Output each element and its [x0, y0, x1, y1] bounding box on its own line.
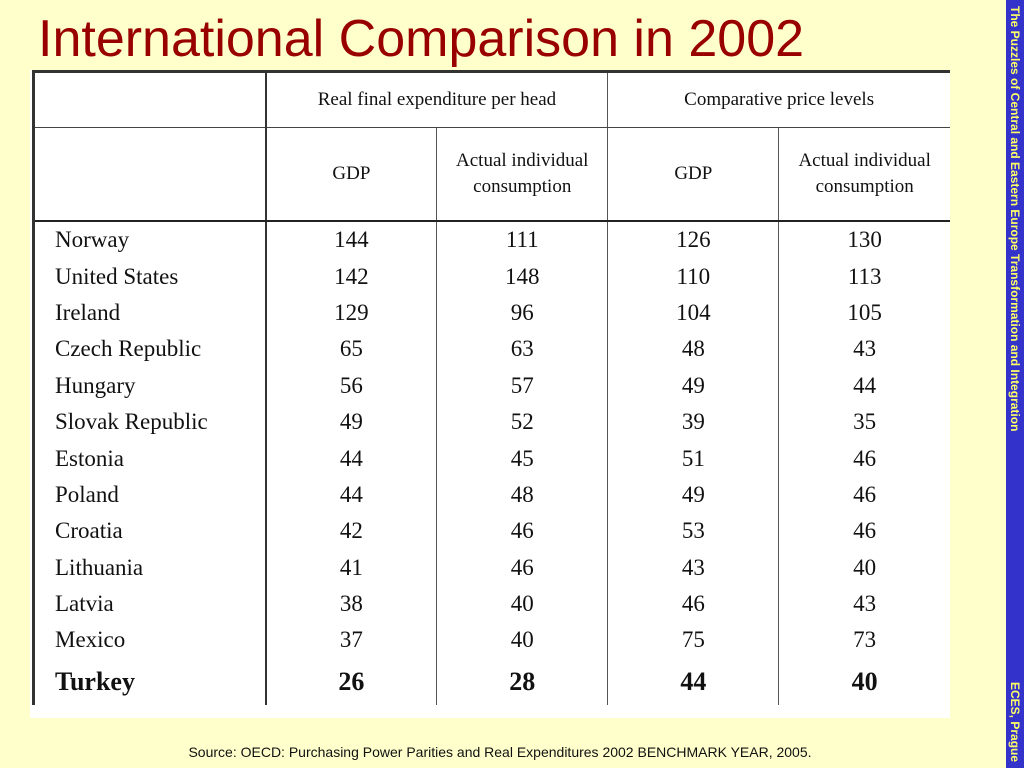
subheader-aic-real: Actual individual consumption: [436, 127, 608, 222]
value-gdp-price: 44: [607, 658, 779, 705]
value-gdp-real: 49: [264, 403, 437, 441]
table-row: Slovak Republic 49 52 39 35: [31, 403, 950, 441]
value-gdp-price: 75: [607, 622, 779, 659]
country-name: Slovak Republic: [31, 403, 266, 441]
value-aic-price: 40: [778, 658, 950, 705]
value-aic-real: 28: [436, 658, 608, 705]
value-aic-real: 46: [436, 549, 608, 586]
value-aic-price: 46: [778, 513, 950, 550]
country-name: Hungary: [31, 367, 266, 404]
sidebar-institution: ECES, Prague: [1008, 681, 1022, 762]
value-gdp-price: 53: [607, 513, 779, 550]
value-aic-price: 73: [778, 622, 950, 659]
country-name: Croatia: [31, 513, 266, 550]
subheader-aic-price: Actual individual consumption: [778, 127, 950, 222]
country-name: Estonia: [31, 440, 266, 477]
value-aic-real: 63: [436, 331, 608, 368]
comparison-table: Real final expenditure per head Comparat…: [31, 70, 950, 705]
value-aic-price: 130: [778, 221, 950, 259]
subheader-gdp-price: GDP: [607, 127, 779, 222]
value-gdp-real: 44: [264, 440, 437, 477]
table-row: Estonia 44 45 51 46: [31, 440, 950, 477]
country-name: Ireland: [31, 294, 266, 332]
value-aic-real: 40: [436, 622, 608, 659]
country-name: Lithuania: [31, 549, 266, 586]
source-note: Source: OECD: Purchasing Power Parities …: [188, 744, 812, 760]
value-aic-price: 113: [778, 258, 950, 295]
value-aic-real: 45: [436, 440, 608, 477]
country-name: Latvia: [31, 585, 266, 623]
sidebar-text: The Puzzles of Central and Eastern Europ…: [1006, 0, 1024, 768]
value-gdp-real: 42: [264, 513, 437, 550]
sidebar-course-title: The Puzzles of Central and Eastern Europ…: [1008, 6, 1022, 432]
table-row: Poland 44 48 49 46: [31, 476, 950, 514]
value-aic-price: 46: [778, 476, 950, 514]
header-price-levels: Comparative price levels: [607, 70, 950, 128]
value-gdp-price: 49: [607, 367, 779, 404]
country-name: Norway: [31, 221, 266, 259]
value-aic-real: 40: [436, 585, 608, 623]
value-gdp-real: 26: [264, 658, 437, 705]
value-gdp-price: 43: [607, 549, 779, 586]
value-aic-price: 46: [778, 440, 950, 477]
value-gdp-price: 39: [607, 403, 779, 441]
value-gdp-real: 56: [264, 367, 437, 404]
table-image: Real final expenditure per head Comparat…: [30, 70, 950, 718]
table-row: Norway 144 111 126 130: [31, 221, 950, 259]
value-gdp-real: 142: [264, 258, 437, 295]
value-aic-price: 105: [778, 294, 950, 332]
value-aic-price: 43: [778, 331, 950, 368]
table-row: Czech Republic 65 63 48 43: [31, 331, 950, 368]
value-gdp-real: 65: [264, 331, 437, 368]
value-aic-real: 57: [436, 367, 608, 404]
table-body: Norway 144 111 126 130 United States 142 148 110…: [31, 221, 950, 705]
table-row: United States 142 148 110 113: [31, 258, 950, 295]
value-gdp-real: 44: [264, 476, 437, 514]
table-row: Turkey 26 28 44 40: [31, 658, 950, 705]
value-gdp-price: 46: [607, 585, 779, 623]
value-gdp-price: 110: [607, 258, 779, 295]
slide-title: International Comparison in 2002: [38, 10, 805, 68]
country-name: Poland: [31, 476, 266, 514]
country-name: Mexico: [31, 622, 266, 659]
table-row: Mexico 37 40 75 73: [31, 622, 950, 659]
value-aic-real: 48: [436, 476, 608, 514]
header-real-expenditure: Real final expenditure per head: [264, 70, 608, 128]
subheader-gdp-real: GDP: [264, 127, 437, 222]
sidebar-band: [1006, 0, 1024, 768]
value-gdp-price: 49: [607, 476, 779, 514]
value-gdp-price: 126: [607, 221, 779, 259]
value-gdp-real: 37: [264, 622, 437, 659]
country-name: Czech Republic: [31, 331, 266, 368]
header-corner-lower: [31, 127, 266, 222]
value-gdp-real: 129: [264, 294, 437, 332]
value-aic-price: 35: [778, 403, 950, 441]
value-aic-real: 46: [436, 513, 608, 550]
country-name: United States: [31, 258, 266, 295]
value-gdp-price: 48: [607, 331, 779, 368]
value-aic-real: 52: [436, 403, 608, 441]
value-aic-price: 43: [778, 585, 950, 623]
value-aic-real: 148: [436, 258, 608, 295]
country-name: Turkey: [31, 658, 266, 705]
value-aic-price: 44: [778, 367, 950, 404]
header-corner: [31, 70, 266, 128]
value-aic-real: 111: [436, 221, 608, 259]
value-aic-price: 40: [778, 549, 950, 586]
table-row: Lithuania 41 46 43 40: [31, 549, 950, 586]
value-gdp-real: 144: [264, 221, 437, 259]
value-gdp-price: 104: [607, 294, 779, 332]
value-aic-real: 96: [436, 294, 608, 332]
value-gdp-price: 51: [607, 440, 779, 477]
value-gdp-real: 38: [264, 585, 437, 623]
table-row: Latvia 38 40 46 43: [31, 585, 950, 623]
table-row: Ireland 129 96 104 105: [31, 294, 950, 332]
table-row: Croatia 42 46 53 46: [31, 513, 950, 550]
value-gdp-real: 41: [264, 549, 437, 586]
table-row: Hungary 56 57 49 44: [31, 367, 950, 404]
